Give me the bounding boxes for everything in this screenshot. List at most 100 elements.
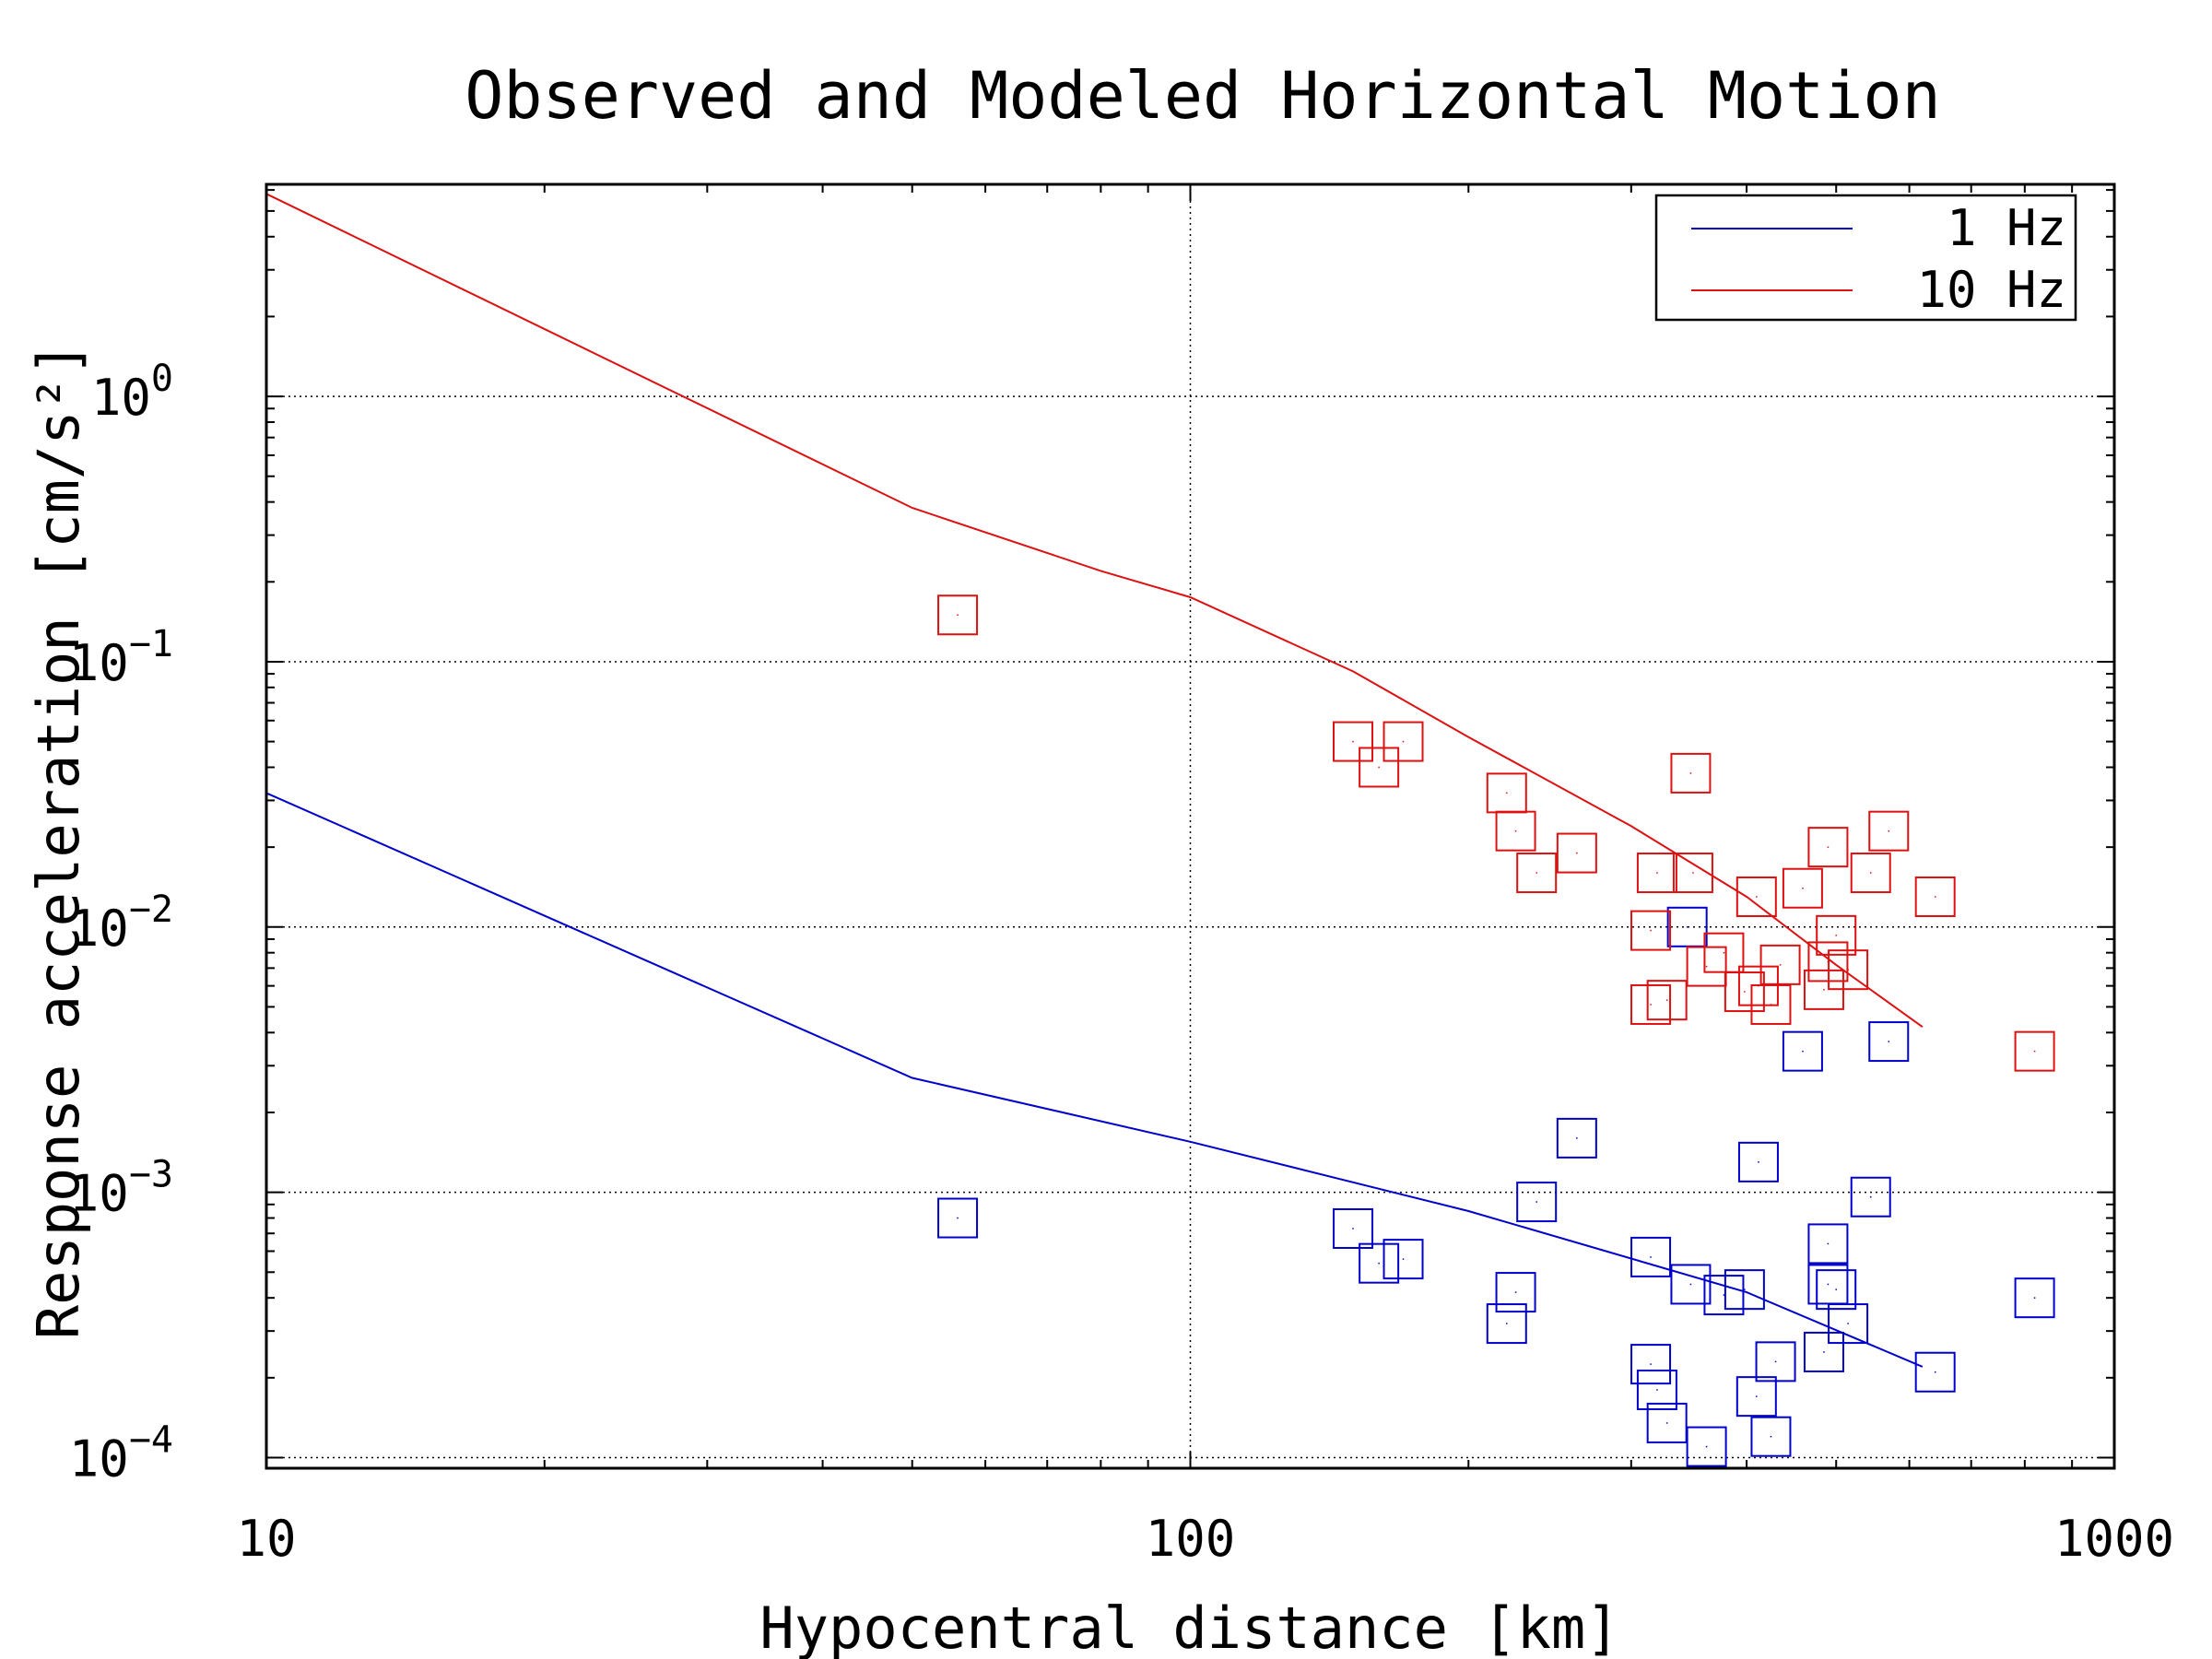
observed-point-10hz [1630, 910, 1672, 951]
observed-point-10hz [1759, 944, 1801, 985]
observed-point-10hz [1850, 853, 1891, 894]
model-line-1hz [265, 792, 1924, 1368]
observed-point-center [1744, 991, 1746, 993]
observed-point-1hz [1703, 1275, 1745, 1316]
observed-point-center [1934, 1371, 1936, 1373]
observed-point-10hz [1782, 867, 1823, 909]
observed-point-center [2033, 1297, 2036, 1299]
x-tick-label: 1000 [2054, 1510, 2174, 1568]
observed-point-center [1744, 1288, 1746, 1290]
observed-point-1hz [1803, 1331, 1844, 1372]
observed-point-center [1352, 740, 1354, 743]
observed-point-center [1514, 830, 1517, 832]
observed-point-10hz [1724, 971, 1765, 1013]
observed-point-10hz [1807, 827, 1849, 868]
observed-point-center [1535, 872, 1537, 874]
observed-point-center [1378, 1262, 1380, 1265]
observed-point-center [1650, 1256, 1652, 1258]
series-layer [265, 193, 2055, 1467]
observed-point-1hz [1724, 1269, 1765, 1311]
observed-point-1hz [1636, 1370, 1677, 1411]
observed-point-1hz [1359, 1242, 1400, 1284]
observed-point-center [1869, 872, 1872, 874]
observed-point-center [1705, 965, 1708, 968]
observed-point-1hz [1333, 1207, 1374, 1249]
observed-point-center [1402, 1258, 1405, 1260]
observed-point-10hz [1630, 983, 1672, 1025]
x-axis-label: Hypocentral distance [km] [759, 1594, 1619, 1659]
observed-point-center [1835, 935, 1837, 936]
observed-point-center [1506, 1323, 1508, 1324]
model-line-10hz [265, 193, 1924, 1029]
axes-layer: 10 100 1000 10−4 10−3 10−2 10−1 100 [69, 182, 2174, 1568]
observed-point-center [1888, 1041, 1890, 1042]
observed-point-10hz [1868, 810, 1910, 852]
observed-point-center [1650, 929, 1652, 932]
observed-point-10hz [937, 594, 979, 636]
observed-point-1hz [1486, 1303, 1527, 1345]
legend-label: 10 Hz [1916, 261, 2066, 319]
observed-point-1hz [1828, 1303, 1869, 1345]
observed-point-1hz [937, 1197, 979, 1239]
observed-point-10hz [1495, 810, 1536, 852]
observed-point-1hz [1670, 1264, 1712, 1305]
chart-title: Observed and Modeled Horizontal Motion [465, 58, 1940, 134]
observed-point-center [1827, 846, 1830, 848]
observed-point-center [1847, 969, 1849, 971]
observed-point-1hz [1816, 1269, 1857, 1311]
observed-point-center [1506, 792, 1508, 794]
observed-point-10hz [1382, 721, 1424, 762]
observed-point-center [1774, 1360, 1777, 1363]
observed-point-center [1823, 1351, 1825, 1353]
observed-point-center [1888, 830, 1890, 832]
observed-point-center [1802, 887, 1804, 889]
observed-point-center [2033, 1050, 2036, 1053]
observed-point-center [1650, 1363, 1652, 1365]
observed-point-10hz [2014, 1030, 2055, 1072]
observed-point-1hz [1646, 1402, 1688, 1443]
grid-lines [266, 184, 2114, 1468]
observed-point-10hz [1686, 946, 1727, 987]
observed-point-center [1827, 1283, 1830, 1286]
observed-point-center [1770, 1435, 1772, 1438]
y-tick-label: 10−2 [69, 888, 173, 958]
observed-point-1hz [1556, 1117, 1597, 1159]
y-tick-label: 10−4 [69, 1418, 173, 1488]
observed-point-10hz [1556, 832, 1597, 874]
observed-point-1hz [1495, 1272, 1536, 1313]
observed-point-1hz [1850, 1176, 1891, 1218]
observed-point-center [1656, 1389, 1658, 1391]
observed-point-center [1378, 766, 1380, 769]
observed-point-center [1650, 1004, 1652, 1006]
observed-point-10hz [1828, 949, 1869, 991]
y-axis-label: Response acceleration [cm/s²] [25, 342, 92, 1340]
y-tick-label: 10−3 [69, 1154, 173, 1223]
observed-point-center [1705, 1445, 1708, 1448]
observed-point-center [1723, 951, 1725, 954]
observed-point-1hz [1868, 1021, 1910, 1063]
observed-point-center [1689, 1283, 1692, 1286]
observed-point-center [1665, 999, 1668, 1001]
observed-point-1hz [1382, 1239, 1424, 1280]
observed-point-1hz [1782, 1030, 1823, 1072]
observed-point-10hz [1359, 747, 1400, 788]
observed-point-1hz [1755, 1341, 1796, 1382]
observed-point-center [1686, 926, 1688, 928]
observed-point-center [1770, 1004, 1772, 1006]
observed-point-center [1402, 740, 1405, 743]
observed-point-1hz [1630, 1236, 1672, 1277]
observed-point-center [1756, 896, 1758, 898]
observed-point-center [1802, 1050, 1804, 1053]
observed-point-center [957, 614, 959, 617]
observed-point-center [1823, 989, 1825, 991]
observed-point-1hz [2014, 1277, 2055, 1319]
observed-point-10hz [1735, 876, 1777, 917]
observed-point-center [1576, 1137, 1578, 1139]
y-tick-label: 10−1 [69, 623, 173, 692]
observed-point-center [1352, 1228, 1354, 1230]
observed-point-center [1665, 1422, 1668, 1424]
y-tick-label: 100 [91, 358, 173, 427]
observed-point-10hz [1516, 853, 1558, 894]
